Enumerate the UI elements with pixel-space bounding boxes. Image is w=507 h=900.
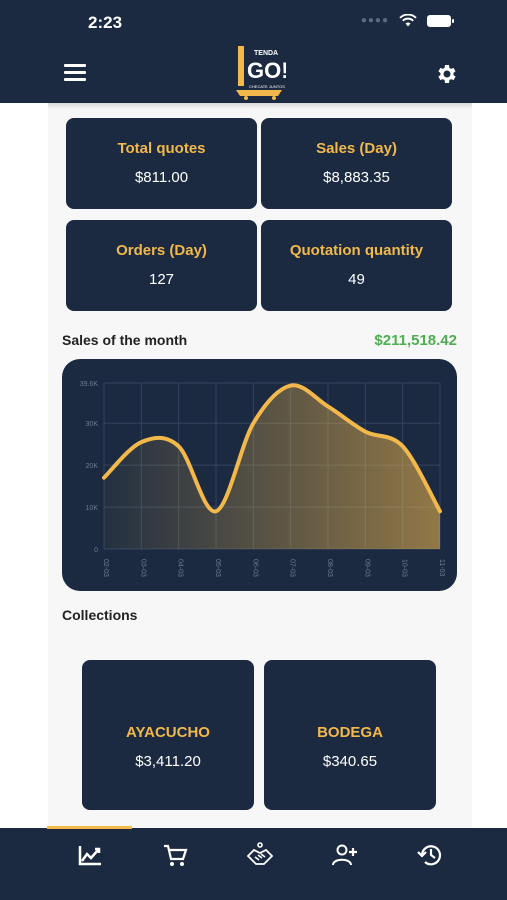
sales-chart: 0 10K 20K 30K 39.6K 02-03 03-03 04-03 05-03 06-0…: [62, 359, 457, 591]
y-tick-label: 20K: [86, 463, 99, 470]
history-icon[interactable]: [415, 840, 445, 870]
x-tick-label: 10-03: [401, 559, 408, 577]
stat-value: $811.00: [134, 169, 189, 186]
sales-chart-svg: 0 10K 20K 30K 39.6K 02-03 03-03 04-03 05-03 06-0…: [80, 381, 445, 577]
y-tick-label: 10K: [86, 505, 99, 512]
stat-value: $8,883.35: [323, 169, 390, 186]
collections-label: Collections: [62, 607, 138, 623]
stat-value: 127: [148, 271, 175, 288]
stat-title: Total quotes: [117, 140, 206, 157]
sales-area: [104, 385, 440, 549]
sales-line: [102, 383, 442, 514]
month-sales-total: $211,518.42: [374, 332, 457, 349]
cart-icon[interactable]: [160, 840, 190, 870]
logo: TENDA GO! CHECATE JUNTOS: [236, 46, 286, 100]
month-sales-label: Sales of the month: [62, 332, 188, 348]
handshake-icon[interactable]: [245, 840, 275, 870]
add-user-icon[interactable]: [330, 840, 360, 870]
stat-card-sales-day[interactable]: Sales (Day) $8,883.35: [261, 118, 452, 209]
collection-value: $340.65: [322, 753, 378, 770]
svg-text:CHECATE JUNTOS: CHECATE JUNTOS: [249, 84, 285, 89]
collection-card-bodega[interactable]: BODEGA $340.65: [264, 660, 436, 810]
stat-value: 49: [348, 271, 365, 288]
x-tick-label: 11-03: [438, 559, 445, 576]
gear-icon[interactable]: [434, 62, 458, 86]
battery-icon: [427, 14, 454, 27]
stat-title: Sales (Day): [316, 140, 397, 157]
x-tick-label: 09-03: [363, 559, 370, 577]
svg-text:TENDA: TENDA: [254, 50, 278, 57]
y-tick-label: 0: [94, 547, 98, 554]
nav-active-indicator: [47, 826, 132, 829]
hamburger-menu-icon[interactable]: [64, 64, 86, 82]
x-tick-label: 08-03: [326, 559, 333, 577]
stat-card-quotation-quantity[interactable]: Quotation quantity 49: [261, 220, 452, 311]
x-tick-label: 05-03: [214, 559, 221, 577]
y-tick-label: 30K: [86, 421, 99, 428]
y-tick-label: 39.6K: [80, 381, 99, 388]
status-time: 2:23: [88, 13, 123, 32]
svg-text:GO!: GO!: [247, 58, 286, 83]
signal-icon: ●●●●: [360, 15, 389, 26]
collection-title: BODEGA: [317, 724, 383, 741]
app-header: 2:23 ●●●● TENDA GO! CHECATE JUNTOS: [0, 0, 507, 103]
stat-card-orders-day[interactable]: Orders (Day) 127: [66, 220, 257, 311]
x-tick-label: 02-03: [102, 559, 109, 577]
wifi-icon: [399, 14, 417, 27]
x-tick-label: 04-03: [177, 559, 184, 577]
x-tick-label: 06-03: [251, 559, 258, 577]
chart-icon[interactable]: [75, 840, 105, 870]
x-tick-label: 07-03: [289, 559, 296, 577]
stat-card-total-quotes[interactable]: Total quotes $811.00: [66, 118, 257, 209]
collection-value: $3,411.20: [135, 753, 201, 770]
header-shadow: [48, 103, 472, 109]
collection-card-ayacucho[interactable]: AYACUCHO $3,411.20: [82, 660, 254, 810]
collection-title: AYACUCHO: [126, 724, 210, 741]
stat-title: Quotation quantity: [289, 242, 424, 259]
status-icons: ●●●●: [360, 14, 454, 27]
x-tick-label: 03-03: [139, 559, 146, 577]
stat-title: Orders (Day): [116, 242, 207, 259]
